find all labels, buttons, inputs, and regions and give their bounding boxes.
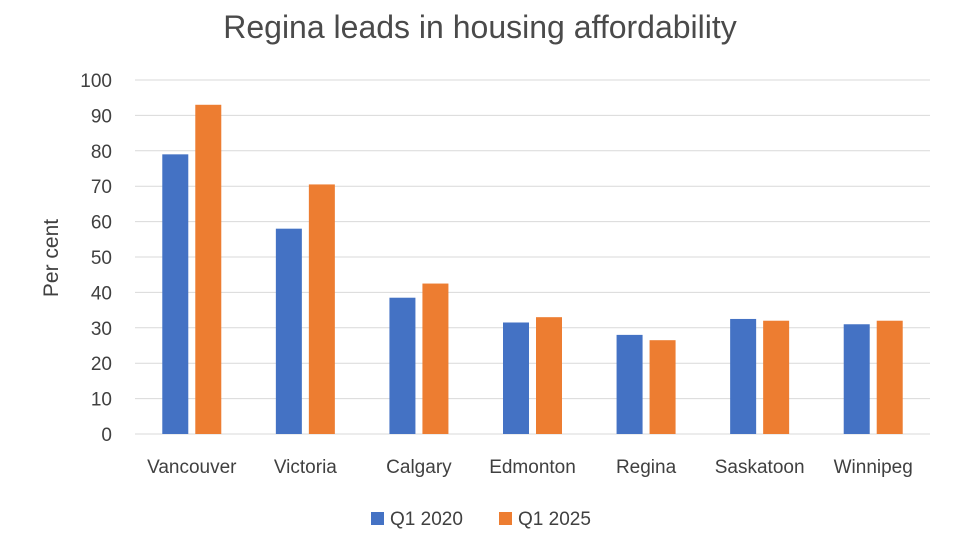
bar-saskatoon-q1-2025 xyxy=(763,320,790,434)
y-tick-label: 0 xyxy=(101,425,112,446)
y-tick-label: 40 xyxy=(91,283,112,304)
bar-calgary-q1-2025 xyxy=(422,283,449,434)
bars xyxy=(162,104,903,434)
bar-edmonton-q1-2025 xyxy=(536,317,562,434)
bar-vancouver-q1-2025 xyxy=(195,104,222,434)
legend: Q1 2020 Q1 2025 xyxy=(371,509,591,530)
bar-calgary-q1-2020 xyxy=(389,297,416,434)
bar-edmonton-q1-2020 xyxy=(503,322,529,434)
bar-victoria-q1-2020 xyxy=(275,228,302,434)
y-tick-label: 70 xyxy=(91,177,112,198)
bar-winnipeg-q1-2025 xyxy=(876,320,903,434)
y-tick-label: 100 xyxy=(80,71,112,92)
y-tick-label: 80 xyxy=(91,142,112,163)
chart-title: Regina leads in housing affordability xyxy=(223,9,737,45)
legend-label: Q1 2020 xyxy=(390,509,463,530)
bar-regina-q1-2020 xyxy=(616,334,643,434)
x-category-label: Saskatoon xyxy=(715,457,805,478)
y-tick-label: 60 xyxy=(91,213,112,234)
y-tick-label: 20 xyxy=(91,354,112,375)
y-tick-label: 90 xyxy=(91,106,112,127)
legend-swatch xyxy=(371,512,384,525)
bar-winnipeg-q1-2020 xyxy=(843,324,870,434)
legend-label: Q1 2025 xyxy=(518,509,591,530)
bar-saskatoon-q1-2020 xyxy=(730,318,757,434)
y-tick-label: 50 xyxy=(91,248,112,269)
x-category-label: Vancouver xyxy=(147,457,237,478)
bar-victoria-q1-2025 xyxy=(308,184,335,434)
gridlines xyxy=(135,79,930,435)
x-axis-categories: Vancouver Victoria Calgary Edmonton Regina Sa… xyxy=(147,457,913,478)
legend-swatch xyxy=(499,512,512,525)
x-category-label: Victoria xyxy=(274,457,337,478)
x-category-label: Edmonton xyxy=(489,457,576,478)
bar-vancouver-q1-2020 xyxy=(162,154,189,434)
y-tick-label: 30 xyxy=(91,319,112,340)
y-tick-label: 10 xyxy=(91,390,112,411)
y-axis-title: Per cent xyxy=(40,219,63,297)
bar-regina-q1-2025 xyxy=(649,340,676,434)
x-category-label: Winnipeg xyxy=(834,457,913,478)
y-axis-ticks: 0 10 20 30 40 50 60 70 80 90 100 xyxy=(80,71,112,446)
x-category-label: Calgary xyxy=(386,457,452,478)
x-category-label: Regina xyxy=(616,457,677,478)
